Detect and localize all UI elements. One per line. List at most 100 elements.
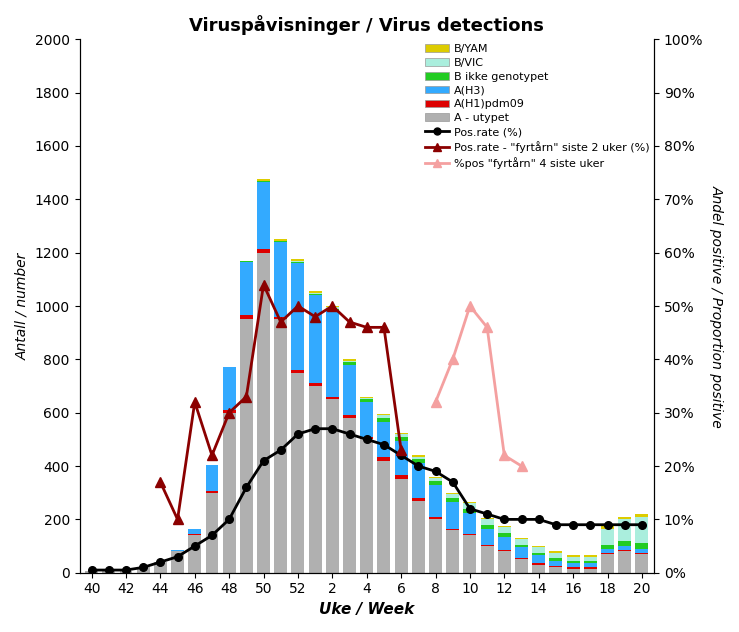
Bar [532,553,545,556]
Bar [343,362,356,365]
Bar [429,485,442,517]
Bar [326,306,338,307]
Bar [619,551,631,573]
Bar [412,459,425,463]
Bar [291,370,304,373]
Bar [636,554,648,573]
Bar [274,317,287,319]
Bar [257,253,270,573]
Bar [274,240,287,241]
Bar [309,294,321,295]
Bar [412,456,425,457]
Bar [343,360,356,361]
Bar [361,439,373,573]
Bar [584,569,597,573]
Bar [240,315,253,319]
Bar [550,566,562,568]
Bar [567,563,579,568]
Bar [205,465,219,491]
Bar [361,397,373,398]
Bar [446,498,459,502]
Bar [154,562,167,573]
Bar [480,525,494,529]
Bar [601,529,614,545]
Bar [619,541,631,546]
Bar [343,361,356,362]
Bar [395,441,408,475]
Bar [480,545,494,546]
Bar [291,373,304,573]
Bar [498,527,511,533]
Bar [171,550,184,551]
Bar [378,422,390,457]
Bar [343,365,356,415]
Bar [326,399,338,573]
Bar [326,308,338,312]
Bar [498,526,511,527]
Bar [274,319,287,573]
Bar [636,544,648,549]
Bar [85,571,98,573]
Bar [291,262,304,264]
Bar [222,410,236,413]
Bar [274,242,287,317]
Bar [412,457,425,459]
Bar [584,556,597,557]
Bar [326,397,338,399]
Bar [274,241,287,242]
Bar [120,571,132,573]
Bar [378,418,390,422]
Bar [222,413,236,573]
Bar [429,481,442,485]
Bar [395,437,408,441]
Bar [498,551,511,573]
Bar [240,260,253,262]
Bar [257,182,270,248]
Bar [171,551,184,573]
Bar [584,557,597,561]
Bar [309,291,321,293]
Bar [636,553,648,554]
Bar [515,558,528,559]
Bar [326,307,338,308]
Bar [532,563,545,565]
Bar [619,546,631,550]
Bar [601,553,614,554]
Bar [188,535,201,573]
Bar [412,498,425,501]
Bar [601,526,614,529]
Bar [515,547,528,558]
Bar [205,493,219,573]
Y-axis label: Antall / number: Antall / number [15,252,29,360]
Bar [567,561,579,563]
Bar [429,477,442,478]
Bar [188,529,201,534]
Bar [480,520,494,525]
Legend: B/YAM, B/VIC, B ikke genotypet, A(H3), A(H1)pdm09, A - utypet, Pos.rate (%), Pos: B/YAM, B/VIC, B ikke genotypet, A(H3), A… [420,39,654,173]
Bar [395,475,408,480]
Bar [550,568,562,573]
Bar [584,563,597,568]
Bar [463,534,477,535]
Bar [446,502,459,529]
Bar [291,260,304,262]
Bar [601,545,614,549]
Bar [480,529,494,545]
Bar [567,568,579,569]
Bar [480,518,494,520]
Bar [532,546,545,547]
Bar [550,553,562,558]
Bar [412,501,425,573]
Bar [463,535,477,573]
Bar [463,513,477,534]
Bar [257,248,270,253]
Bar [498,537,511,550]
Bar [395,480,408,573]
Bar [240,319,253,573]
Bar [601,554,614,573]
Bar [619,520,631,541]
Bar [361,399,373,402]
Bar [378,415,390,418]
Bar [429,517,442,520]
Bar [205,491,219,493]
